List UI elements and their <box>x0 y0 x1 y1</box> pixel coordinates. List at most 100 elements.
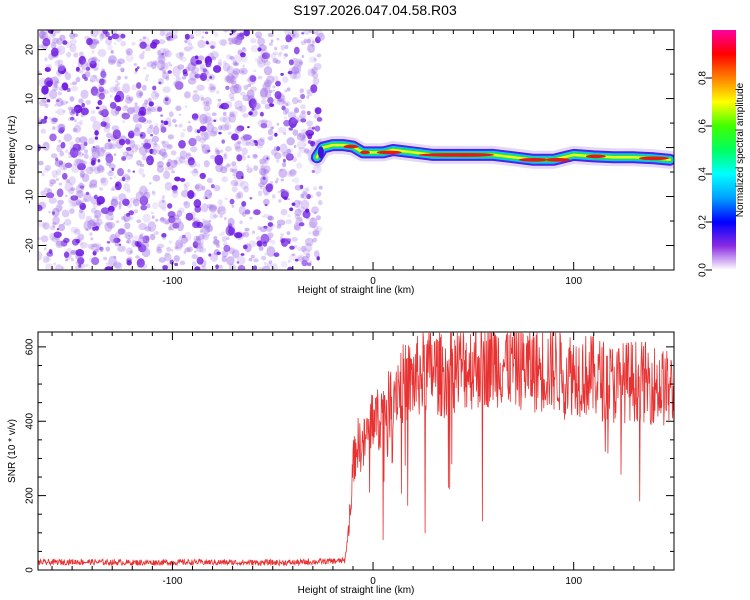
noise-blob <box>301 32 305 35</box>
noise-blob <box>86 37 93 46</box>
noise-blob <box>218 131 222 135</box>
noise-blob <box>274 46 278 51</box>
noise-blob <box>107 209 114 216</box>
noise-blob <box>232 60 238 66</box>
noise-blob <box>217 199 223 206</box>
noise-blob <box>229 33 232 36</box>
noise-blob <box>174 81 184 90</box>
noise-blob <box>152 142 158 148</box>
noise-blob <box>253 140 258 143</box>
noise-blob <box>99 246 104 251</box>
noise-blob <box>230 85 235 91</box>
noise-blob <box>142 235 150 244</box>
noise-blob <box>198 94 204 102</box>
noise-blob <box>132 198 140 207</box>
noise-blob <box>246 164 250 169</box>
noise-blob <box>140 134 143 137</box>
noise-blob <box>93 222 96 225</box>
noise-blob <box>107 43 113 51</box>
noise-blob <box>256 144 263 149</box>
noise-blob <box>304 237 314 247</box>
noise-blob <box>171 185 178 192</box>
noise-blob <box>273 51 279 56</box>
noise-blob <box>226 256 235 266</box>
noise-blob <box>55 240 64 249</box>
noise-blob <box>85 166 94 175</box>
noise-blob <box>93 166 101 175</box>
noise-blob <box>173 255 180 262</box>
snr-line <box>38 332 674 567</box>
noise-blob <box>83 153 89 159</box>
noise-blob <box>253 209 261 216</box>
noise-blob <box>220 102 230 110</box>
noise-blob <box>227 37 233 42</box>
noise-blob <box>127 169 131 173</box>
noise-blob <box>304 142 307 147</box>
noise-blob <box>91 50 95 54</box>
noise-blob <box>262 155 271 162</box>
noise-blob <box>264 79 272 87</box>
noise-blob <box>291 115 299 122</box>
noise-blob <box>56 123 65 133</box>
noise-blob <box>89 79 94 83</box>
noise-blob <box>221 176 228 183</box>
noise-blob <box>192 93 200 103</box>
noise-blob <box>94 136 99 140</box>
noise-blob <box>146 61 154 68</box>
noise-blob <box>286 87 291 92</box>
noise-blob <box>125 97 133 104</box>
noise-blob <box>253 69 257 72</box>
noise-blob <box>105 153 114 164</box>
noise-blob <box>56 45 66 55</box>
noise-blob <box>282 189 290 197</box>
noise-blob <box>288 59 294 66</box>
noise-blob <box>258 245 264 251</box>
noise-blob <box>125 247 133 255</box>
noise-blob <box>242 47 245 50</box>
noise-blob <box>250 44 259 53</box>
noise-blob <box>143 105 153 116</box>
noise-blob <box>169 259 174 265</box>
noise-blob <box>199 137 207 144</box>
noise-blob <box>162 157 165 160</box>
noise-blob <box>139 163 145 167</box>
noise-blob <box>195 135 202 142</box>
noise-blob <box>124 75 128 80</box>
noise-blob <box>272 75 279 82</box>
noise-blob <box>102 88 109 95</box>
noise-blob <box>259 87 268 98</box>
noise-blob <box>38 237 41 240</box>
noise-blob <box>110 188 114 191</box>
noise-blob <box>179 236 183 240</box>
noise-blob <box>196 235 200 240</box>
noise-blob <box>57 64 65 72</box>
noise-blob <box>161 122 164 125</box>
noise-blob <box>73 228 81 235</box>
noise-blob <box>91 146 98 153</box>
noise-blob <box>168 206 172 209</box>
noise-blob <box>172 65 181 77</box>
noise-blob <box>138 223 147 231</box>
noise-blob <box>132 105 141 114</box>
noise-blob <box>55 70 62 76</box>
noise-blob <box>261 265 271 270</box>
noise-blob <box>306 120 313 127</box>
noise-blob <box>216 149 220 155</box>
noise-blob <box>118 243 122 246</box>
noise-blob <box>260 233 270 244</box>
noise-blob <box>209 212 217 220</box>
noise-blob <box>84 149 88 154</box>
noise-blob <box>164 166 170 172</box>
noise-blob <box>311 206 319 214</box>
noise-blob <box>231 168 238 174</box>
x-tick-label: 100 <box>565 276 582 287</box>
noise-blob <box>196 238 204 246</box>
noise-blob <box>90 86 99 96</box>
noise-blob <box>224 217 227 221</box>
noise-blob <box>144 139 149 144</box>
noise-blob <box>45 263 54 270</box>
noise-blob <box>92 250 97 256</box>
noise-blob <box>279 169 283 172</box>
noise-blob <box>161 152 168 158</box>
noise-blob <box>156 50 162 56</box>
